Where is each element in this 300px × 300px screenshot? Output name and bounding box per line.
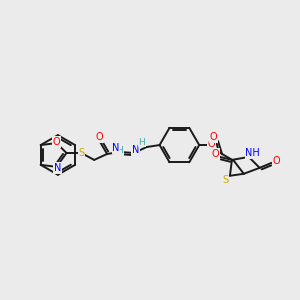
- Text: H: H: [117, 146, 123, 155]
- Text: O: O: [209, 132, 217, 142]
- Text: O: O: [211, 149, 219, 159]
- Text: O: O: [53, 137, 60, 147]
- Text: NH: NH: [245, 148, 260, 158]
- Text: N: N: [132, 145, 140, 155]
- Text: S: S: [222, 175, 228, 185]
- Text: H: H: [138, 138, 145, 147]
- Text: N: N: [54, 163, 61, 173]
- Text: N: N: [112, 143, 120, 153]
- Text: O: O: [207, 139, 215, 149]
- Text: S: S: [78, 148, 84, 158]
- Text: O: O: [95, 132, 103, 142]
- Text: O: O: [273, 156, 280, 166]
